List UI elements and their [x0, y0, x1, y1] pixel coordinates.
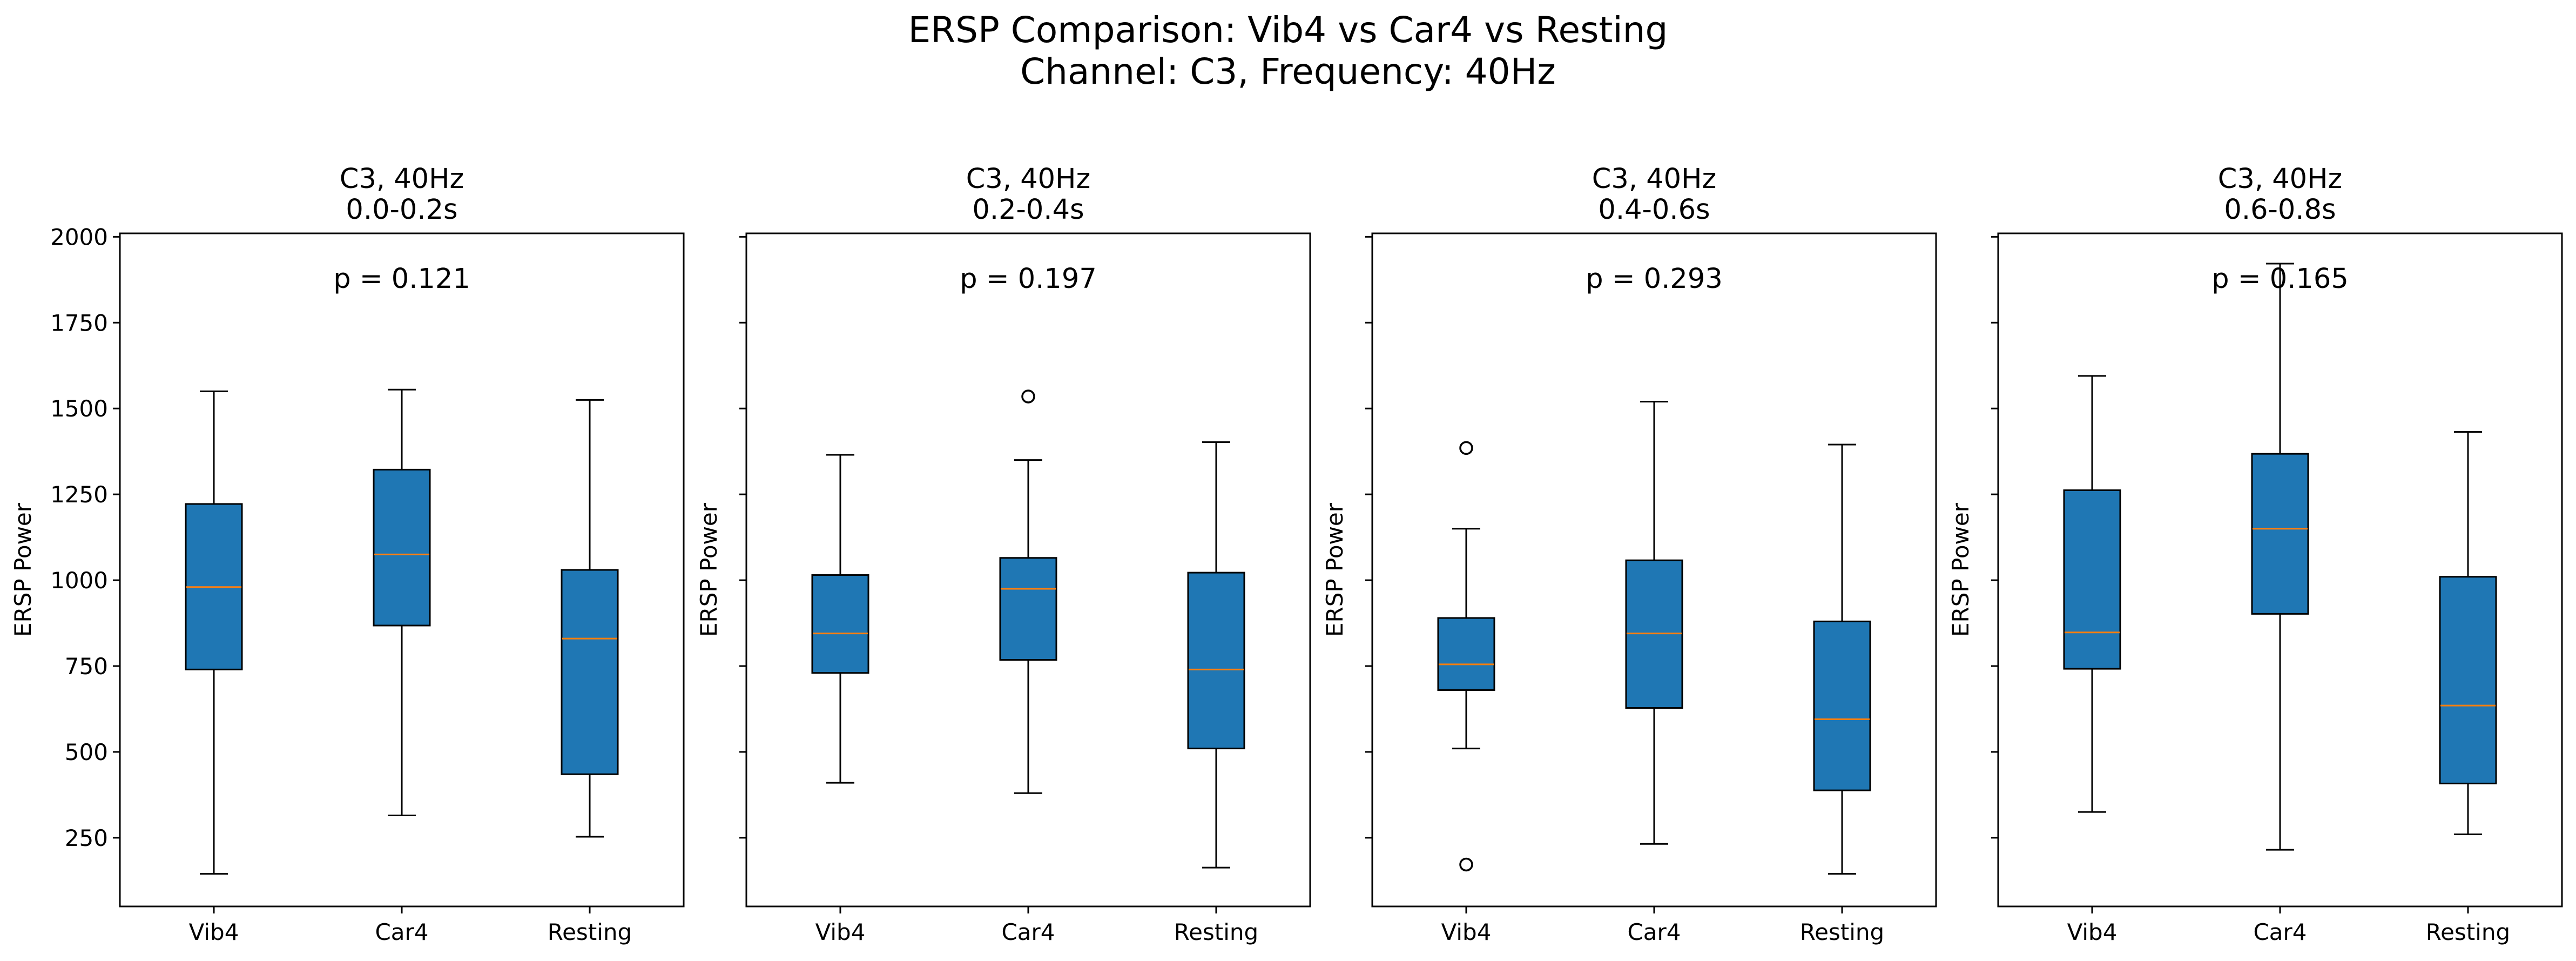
box-car4	[373, 388, 431, 817]
outlier-point	[1021, 389, 1035, 404]
box-body	[1437, 617, 1495, 691]
box-car4	[1625, 401, 1683, 845]
box-body	[2063, 489, 2121, 670]
outlier-point	[1459, 857, 1473, 872]
y-axis-label: ERSP Power	[1321, 502, 1348, 637]
subplot-title-line2: 0.0-0.2s	[346, 194, 457, 226]
box-resting	[2439, 431, 2497, 835]
subplot-title-line1: C3, 40Hz	[1592, 163, 1717, 195]
x-tick-label-car4: Car4	[1627, 919, 1681, 945]
x-tick-label-car4: Car4	[375, 919, 428, 945]
box-car4	[2251, 263, 2309, 851]
box-body	[1813, 620, 1871, 791]
subplot-title-line1: C3, 40Hz	[340, 163, 464, 195]
axes-frame	[745, 232, 1311, 908]
x-tick-label-vib4: Vib4	[189, 919, 239, 945]
x-tick-label-car4: Car4	[2253, 919, 2307, 945]
x-tick-label-resting: Resting	[1800, 919, 1884, 945]
y-tick-label: 2000	[50, 224, 108, 250]
y-axis-label: ERSP Power	[1947, 502, 1974, 637]
x-tick-label-car4: Car4	[1001, 919, 1055, 945]
p-value-annotation: p = 0.293	[1586, 263, 1723, 295]
x-tick-label-vib4: Vib4	[815, 919, 866, 945]
x-tick-label-vib4: Vib4	[2067, 919, 2118, 945]
box-resting	[561, 399, 619, 838]
outlier-point	[1459, 441, 1473, 455]
x-tick-label-resting: Resting	[548, 919, 632, 945]
y-tick-label: 1000	[50, 567, 108, 594]
y-tick-label: 1500	[50, 395, 108, 422]
box-vib4	[811, 454, 869, 784]
figure-title-line2: Channel: C3, Frequency: 40Hz	[1020, 51, 1556, 92]
box-vib4	[1437, 441, 1495, 872]
subplot-title-line1: C3, 40Hz	[2218, 163, 2343, 195]
box-body	[373, 468, 431, 627]
box-body	[1187, 572, 1245, 750]
box-vib4	[2063, 375, 2121, 813]
y-axis-label: ERSP Power	[696, 502, 722, 637]
figure-title-line1: ERSP Comparison: Vib4 vs Car4 vs Resting	[908, 9, 1668, 51]
y-tick-label: 750	[65, 653, 108, 680]
axes-frame	[1997, 232, 2563, 908]
p-value-annotation: p = 0.121	[333, 263, 470, 295]
y-tick-label: 500	[65, 739, 108, 765]
x-tick-label-vib4: Vib4	[1441, 919, 1492, 945]
box-resting	[1813, 443, 1871, 875]
subplot-title-line2: 0.2-0.4s	[972, 194, 1084, 226]
y-tick-label: 1250	[50, 481, 108, 508]
subplot-title-line1: C3, 40Hz	[966, 163, 1091, 195]
box-vib4	[185, 390, 243, 875]
box-body	[999, 557, 1057, 661]
box-resting	[1187, 441, 1245, 869]
panels: C3, 40Hz0.0-0.2s250500750100012501500175…	[10, 163, 2563, 945]
y-tick-label: 250	[65, 825, 108, 851]
box-body	[811, 574, 869, 674]
axes-frame	[119, 232, 685, 908]
subplot-title-line2: 0.4-0.6s	[1598, 194, 1710, 226]
box-body	[561, 569, 619, 775]
box-car4	[999, 389, 1057, 794]
p-value-annotation: p = 0.197	[960, 263, 1097, 295]
y-axis-label: ERSP Power	[10, 502, 36, 637]
subplot-title-line2: 0.6-0.8s	[2224, 194, 2336, 226]
box-body	[2439, 576, 2497, 784]
x-tick-label-resting: Resting	[1174, 919, 1258, 945]
axes-frame	[1371, 232, 1937, 908]
x-tick-label-resting: Resting	[2426, 919, 2510, 945]
y-tick-label: 1750	[50, 310, 108, 336]
box-body	[2251, 453, 2309, 615]
